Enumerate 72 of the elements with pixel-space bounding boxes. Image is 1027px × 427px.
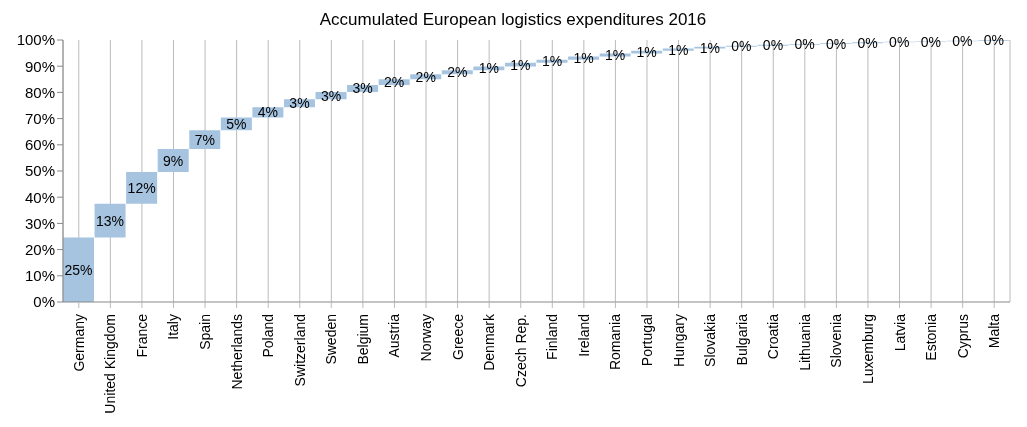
x-tick-label: Portugal xyxy=(638,314,655,367)
data-label: 3% xyxy=(352,80,373,97)
y-tick-label: 10% xyxy=(24,267,55,285)
chart-title: Accumulated European logistics expenditures 2016 xyxy=(318,9,708,31)
x-tick-label: Belgium xyxy=(354,314,371,365)
data-label: 1% xyxy=(478,60,499,77)
data-label: 25% xyxy=(64,261,93,278)
data-label: 5% xyxy=(226,115,247,132)
x-tick-label: Lithuania xyxy=(796,313,813,371)
x-tick-label: Germany xyxy=(70,314,87,372)
x-tick-label: Ireland xyxy=(575,314,592,357)
data-label: 2% xyxy=(384,74,405,91)
x-tick-label: Greece xyxy=(449,313,466,360)
x-tick-label: Slovenia xyxy=(828,313,845,368)
data-label: 1% xyxy=(573,50,594,67)
y-tick-label: 0% xyxy=(33,293,55,311)
data-label: 1% xyxy=(699,39,720,56)
data-label: 0% xyxy=(857,34,878,51)
data-label: 1% xyxy=(541,53,563,70)
y-tick-label: 70% xyxy=(24,109,55,127)
x-tick-label: France xyxy=(133,313,150,358)
y-tick-label: 40% xyxy=(24,188,55,206)
x-tick-label: Czech Rep. xyxy=(512,314,529,388)
data-label: 1% xyxy=(636,44,657,61)
data-label: 3% xyxy=(289,95,310,112)
data-label: 4% xyxy=(257,104,279,121)
x-tick-label: Estonia xyxy=(923,313,940,361)
data-label: 2% xyxy=(415,68,436,85)
x-tick-label: Netherlands xyxy=(228,314,245,390)
y-tick-label: 90% xyxy=(24,57,55,75)
y-tick-label: 60% xyxy=(24,136,55,154)
data-label: 0% xyxy=(889,34,910,51)
data-label: 12% xyxy=(127,179,156,196)
x-tick-label: Luxemburg xyxy=(859,314,876,385)
data-label: 0% xyxy=(920,33,941,50)
y-tick-label: 50% xyxy=(24,162,55,180)
data-label: 3% xyxy=(320,87,342,104)
data-label: 0% xyxy=(762,37,784,54)
x-tick-label: Cyprus xyxy=(954,314,971,359)
data-label: 0% xyxy=(825,35,847,52)
y-tick-label: 100% xyxy=(16,31,55,49)
x-tick-label: Latvia xyxy=(891,313,908,352)
y-tick-label: 80% xyxy=(24,83,55,101)
data-label: 0% xyxy=(731,38,752,55)
x-tick-label: Hungary xyxy=(670,314,687,367)
data-label: 0% xyxy=(983,32,1005,49)
data-label: 13% xyxy=(96,212,125,229)
data-label: 2% xyxy=(447,64,468,81)
x-tick-label: Switzerland xyxy=(291,314,308,387)
data-label: 0% xyxy=(794,36,815,53)
x-tick-label: Norway xyxy=(418,314,435,362)
x-tick-label: United Kingdom xyxy=(102,314,119,414)
y-tick-label: 20% xyxy=(24,240,55,258)
data-label: 1% xyxy=(605,47,626,64)
x-tick-label: Denmark xyxy=(481,313,498,371)
x-tick-label: Romania xyxy=(607,313,624,371)
x-tick-label: Sweden xyxy=(323,314,340,365)
data-label: 0% xyxy=(952,33,973,50)
x-tick-label: Slovakia xyxy=(702,313,719,367)
x-tick-label: Malta xyxy=(986,313,1003,349)
x-tick-label: Bulgaria xyxy=(733,313,750,366)
x-tick-label: Croatia xyxy=(765,313,782,360)
x-tick-label: Italy xyxy=(165,314,182,340)
x-tick-label: Poland xyxy=(260,314,277,358)
x-tick-label: Austria xyxy=(386,313,403,358)
y-tick-label: 30% xyxy=(24,214,55,232)
data-label: 7% xyxy=(194,131,215,148)
data-label: 1% xyxy=(668,41,689,58)
data-label: 1% xyxy=(510,56,531,73)
x-tick-label: Spain xyxy=(197,314,214,350)
data-label: 9% xyxy=(163,152,184,169)
x-tick-label: Finland xyxy=(544,314,561,360)
